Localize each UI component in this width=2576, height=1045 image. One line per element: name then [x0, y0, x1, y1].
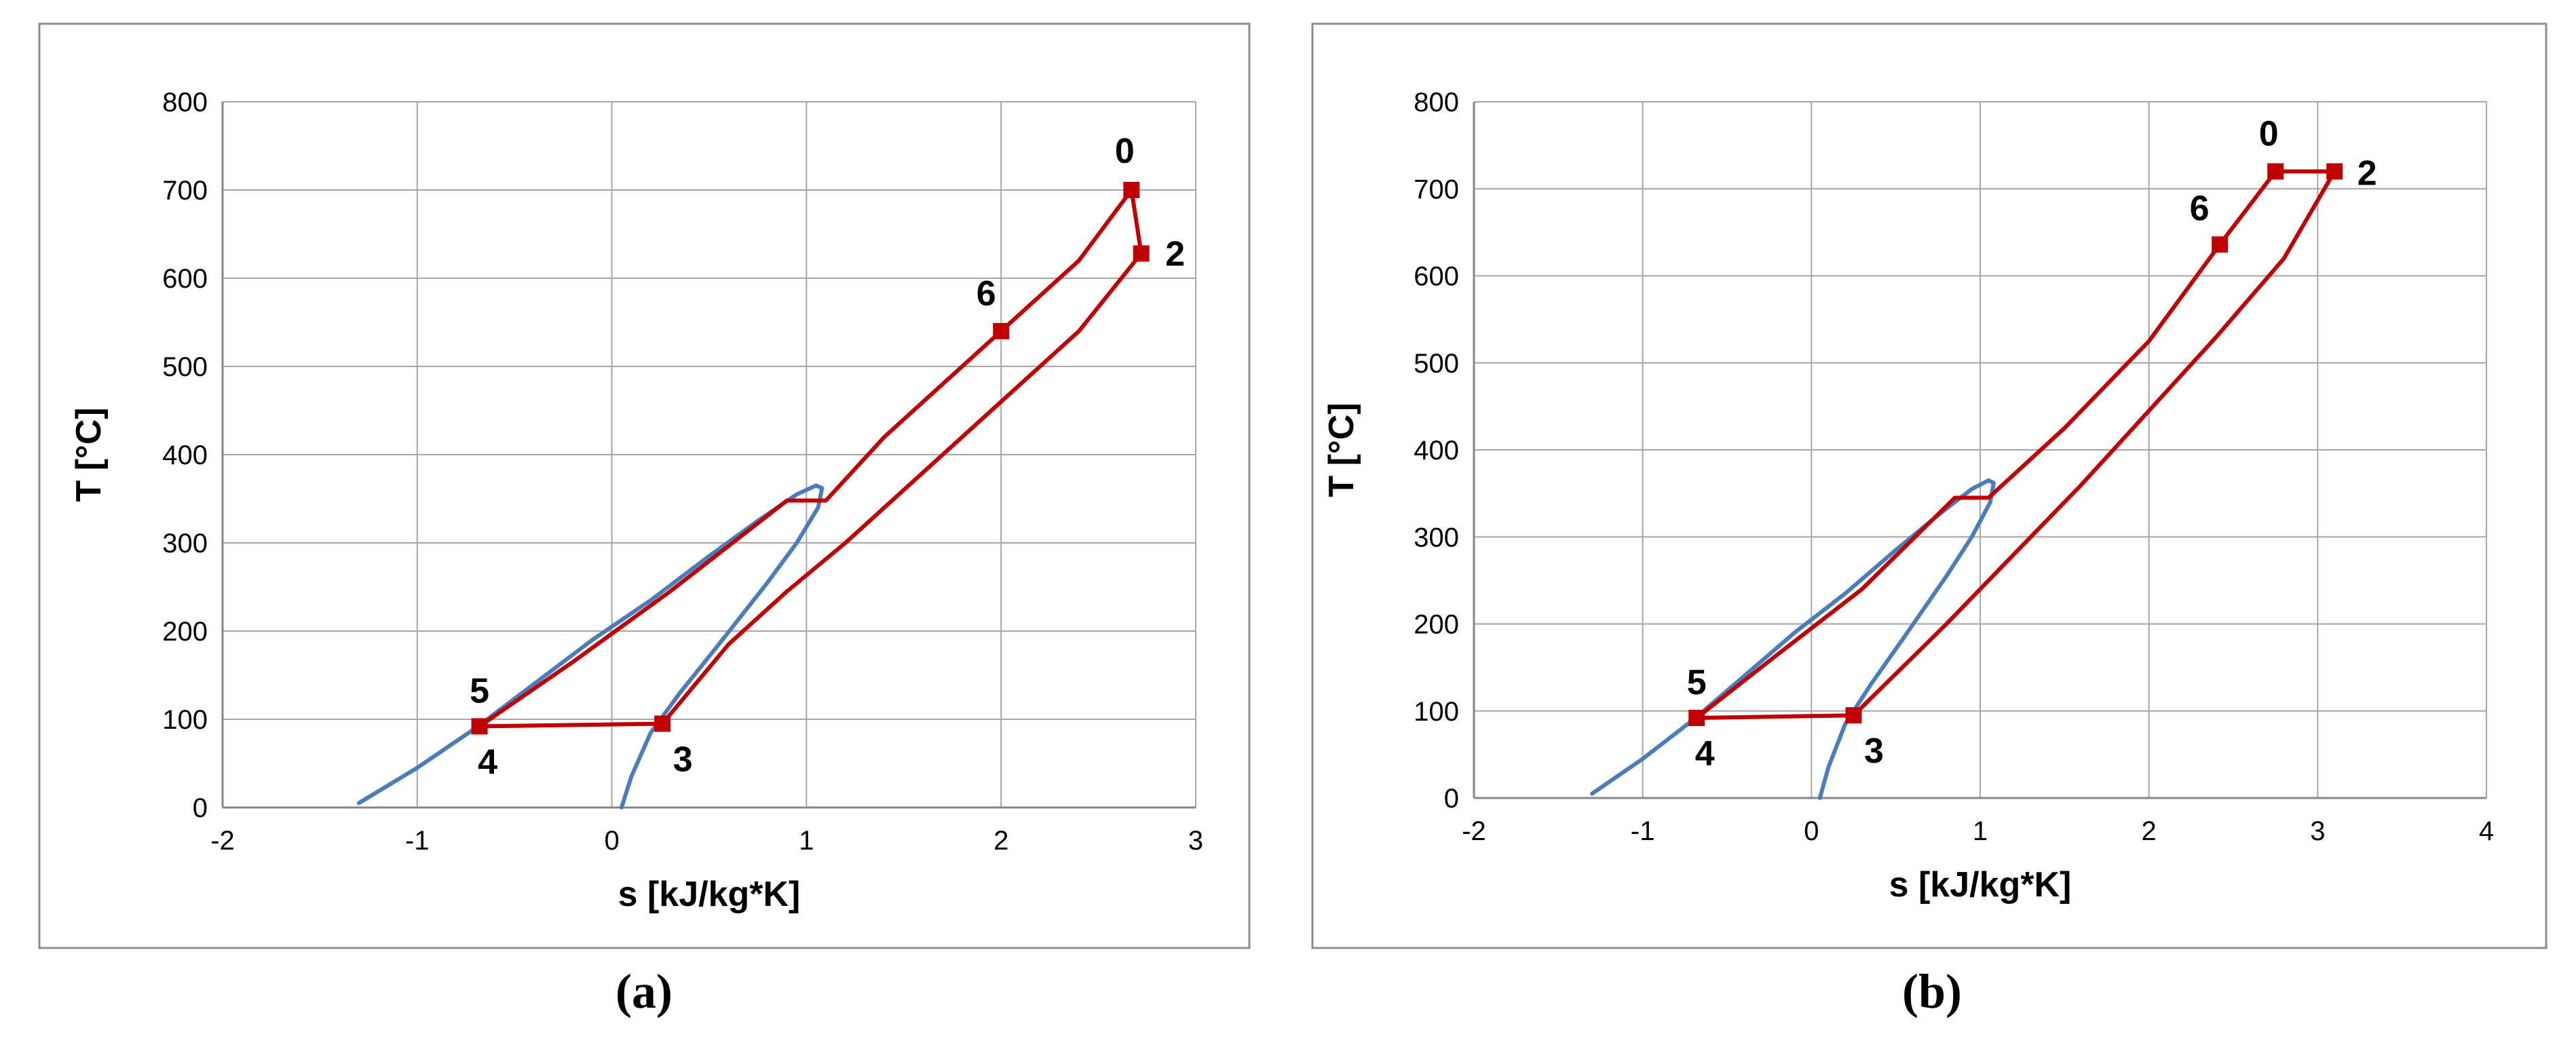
point-marker: [1133, 245, 1150, 262]
chart-panel-a: -2 -1 0 1 2 3 0 100 200 300 400 500 600 700 800 0 2 6 3 4 5 s…: [0, 22, 1288, 1020]
point-label-2: 2: [2357, 154, 2377, 193]
x-tick-label: -1: [1631, 816, 1655, 846]
point-label-6: 6: [977, 274, 996, 314]
x-tick-label: -2: [210, 826, 235, 856]
y-tick-label: 100: [1414, 697, 1459, 727]
y-tick-label: 100: [162, 705, 208, 735]
point-marker: [1688, 710, 1705, 727]
y-tick-label: 0: [193, 793, 208, 823]
y-tick-label: 500: [162, 352, 208, 382]
y-tick-label: 700: [1414, 174, 1459, 204]
y-tick-label: 300: [1414, 522, 1459, 552]
y-tick-label: 700: [162, 176, 208, 206]
y-tick-label: 500: [1414, 349, 1459, 379]
x-tick-label: 1: [799, 826, 814, 856]
caption-a: (a): [0, 964, 1288, 1020]
y-tick-label: 800: [1414, 88, 1459, 117]
x-tick-label: 4: [2479, 816, 2494, 846]
point-marker: [1845, 707, 1862, 724]
point-label-4: 4: [478, 742, 497, 782]
y-axis-title: T [°C]: [69, 407, 109, 501]
saturation-dome-line: [1590, 478, 1996, 800]
caption-b: (b): [1288, 964, 2576, 1020]
x-axis-title: s [kJ/kg*K]: [618, 875, 801, 914]
chart-frame: [38, 22, 1251, 949]
point-marker: [2267, 163, 2284, 180]
y-axis-title: T [°C]: [1322, 402, 1361, 497]
cycle-line: [1694, 169, 2337, 720]
y-tick-label: 400: [162, 440, 208, 470]
y-tick-label: 600: [1414, 262, 1459, 292]
point-label-0: 0: [2259, 115, 2279, 154]
point-label-5: 5: [1687, 663, 1707, 702]
chart-a-svg: -2 -1 0 1 2 3 0 100 200 300 400 500 600 700 800 0 2 6 3 4 5 s…: [38, 22, 1251, 949]
point-marker: [1123, 182, 1140, 198]
x-tick-label: -1: [405, 826, 430, 856]
caption-a-label: (a): [615, 964, 673, 1019]
x-tick-label: 1: [1973, 816, 1988, 846]
x-tick-label: 3: [2310, 816, 2325, 846]
x-tick-label: -2: [1462, 816, 1486, 846]
point-label-2: 2: [1165, 235, 1185, 274]
point-marker: [2212, 236, 2229, 253]
point-label-5: 5: [470, 671, 489, 710]
point-label-0: 0: [1115, 132, 1135, 171]
saturation-dome-line: [356, 483, 825, 810]
x-tick-label: 0: [1804, 816, 1819, 846]
point-marker: [993, 323, 1010, 339]
point-label-4: 4: [1695, 734, 1715, 774]
point-marker: [471, 718, 488, 735]
point-marker: [2326, 163, 2343, 180]
point-label-6: 6: [2190, 189, 2210, 228]
y-tick-label: 200: [1414, 610, 1459, 640]
x-axis-title: s [kJ/kg*K]: [1889, 865, 2072, 905]
y-tick-label: 300: [162, 529, 208, 558]
y-tick-label: 600: [162, 264, 208, 294]
chart-b-svg: -2 -1 0 1 2 3 4 0 100 200 300 400 500 600 700 800 0 2 6 3 4 5…: [1311, 22, 2547, 949]
caption-b-label: (b): [1902, 964, 1962, 1019]
x-tick-label: 0: [604, 826, 619, 856]
y-tick-label: 800: [162, 88, 208, 117]
x-tick-label: 2: [2142, 816, 2157, 846]
point-marker: [654, 715, 671, 732]
chart-panel-b: -2 -1 0 1 2 3 4 0 100 200 300 400 500 600 700 800 0 2 6 3 4 5…: [1288, 0, 2576, 1045]
y-tick-label: 400: [1414, 436, 1459, 466]
cycle-line: [477, 188, 1143, 729]
x-tick-label: 3: [1188, 826, 1203, 856]
x-tick-label: 2: [993, 826, 1008, 856]
point-label-3: 3: [1864, 732, 1884, 771]
y-tick-label: 0: [1444, 784, 1459, 814]
point-label-3: 3: [673, 740, 693, 780]
y-tick-label: 200: [162, 617, 208, 647]
